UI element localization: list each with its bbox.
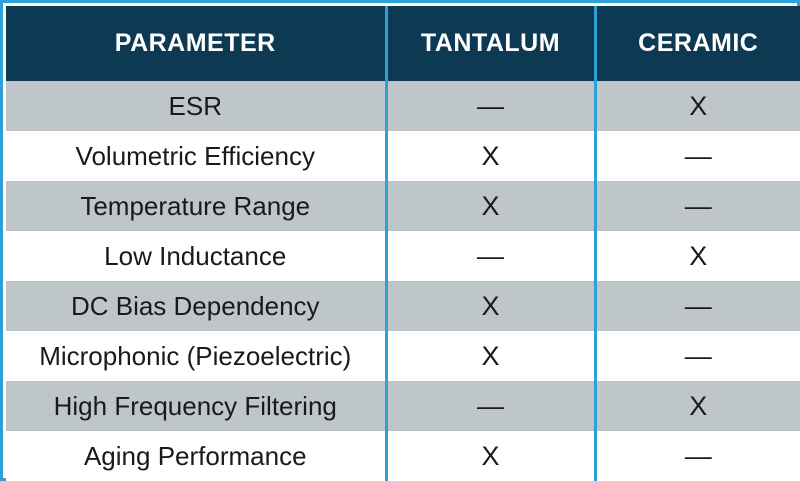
- tantalum-cell: —: [386, 381, 597, 431]
- parameter-cell: High Frequency Filtering: [6, 381, 388, 431]
- header-ceramic: CERAMIC: [595, 6, 800, 81]
- header-row: PARAMETER TANTALUM CERAMIC: [6, 6, 800, 81]
- ceramic-cell: X: [595, 81, 800, 131]
- header-tantalum: TANTALUM: [386, 6, 597, 81]
- table-row: DC Bias Dependency X —: [6, 281, 800, 331]
- parameter-cell: Microphonic (Piezoelectric): [6, 331, 388, 381]
- ceramic-cell: —: [595, 431, 800, 481]
- ceramic-cell: X: [595, 231, 800, 281]
- table-row: Low Inductance — X: [6, 231, 800, 281]
- ceramic-cell: —: [595, 181, 800, 231]
- parameter-cell: Low Inductance: [6, 231, 388, 281]
- table-row: Temperature Range X —: [6, 181, 800, 231]
- comparison-table: PARAMETER TANTALUM CERAMIC ESR — X Volum…: [6, 6, 800, 481]
- parameter-cell: Temperature Range: [6, 181, 388, 231]
- ceramic-cell: —: [595, 131, 800, 181]
- ceramic-cell: —: [595, 281, 800, 331]
- tantalum-cell: X: [386, 331, 597, 381]
- table-row: Volumetric Efficiency X —: [6, 131, 800, 181]
- table-row: Microphonic (Piezoelectric) X —: [6, 331, 800, 381]
- tantalum-cell: —: [386, 231, 597, 281]
- tantalum-cell: X: [386, 431, 597, 481]
- tantalum-cell: —: [386, 81, 597, 131]
- parameter-cell: DC Bias Dependency: [6, 281, 388, 331]
- table-row: Aging Performance X —: [6, 431, 800, 481]
- tantalum-cell: X: [386, 181, 597, 231]
- parameter-cell: ESR: [6, 81, 388, 131]
- header-parameter: PARAMETER: [6, 6, 388, 81]
- parameter-cell: Aging Performance: [6, 431, 388, 481]
- table-row: High Frequency Filtering — X: [6, 381, 800, 431]
- parameter-cell: Volumetric Efficiency: [6, 131, 388, 181]
- table-row: ESR — X: [6, 81, 800, 131]
- ceramic-cell: —: [595, 331, 800, 381]
- ceramic-cell: X: [595, 381, 800, 431]
- tantalum-cell: X: [386, 281, 597, 331]
- tantalum-cell: X: [386, 131, 597, 181]
